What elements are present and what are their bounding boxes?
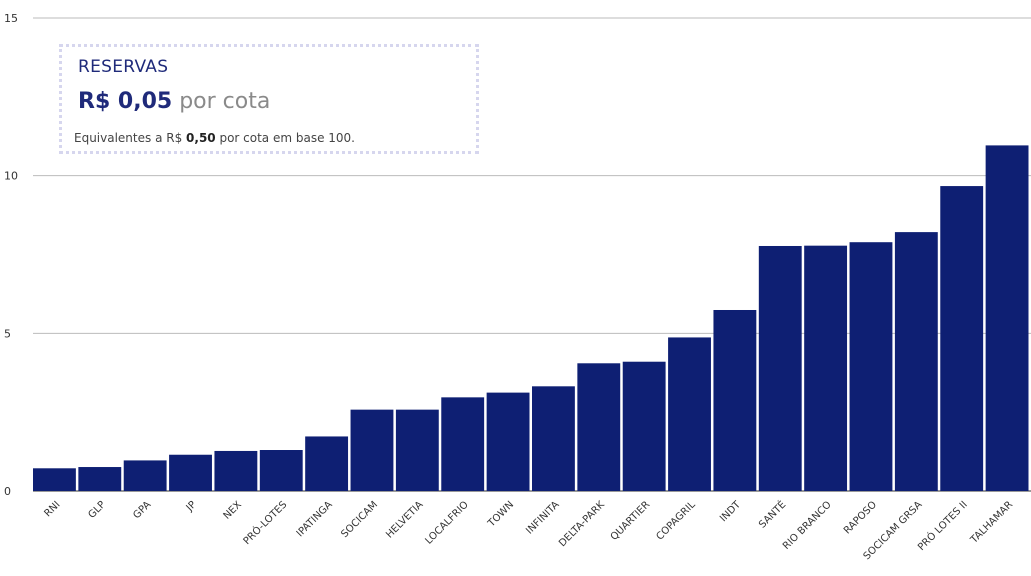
bar: [713, 309, 757, 491]
bar: [804, 245, 848, 491]
x-tick-label: HELVETIA: [384, 499, 425, 540]
card-note-suffix: por cota em base 100.: [215, 131, 355, 145]
x-tick-label: SANTÉ: [756, 498, 789, 531]
x-tick-label: NEX: [222, 499, 244, 521]
bar: [214, 450, 258, 491]
bar: [849, 242, 893, 491]
x-tick-label: RIO BRANCO: [781, 499, 834, 552]
reserves-card: RESERVAS R$ 0,05 por cota Equivalentes a…: [59, 44, 479, 154]
x-tick-label: GPA: [131, 499, 153, 521]
x-tick-label: INDT: [718, 499, 744, 525]
card-note-prefix: Equivalentes a R$: [74, 131, 187, 145]
x-tick-label: TOWN: [486, 499, 517, 530]
bar: [441, 397, 485, 491]
x-tick-label: GLP: [86, 499, 107, 520]
y-tick-labels: 0 5 10 15: [4, 12, 18, 498]
bar: [33, 468, 76, 491]
bar: [305, 436, 349, 491]
bar: [577, 363, 621, 491]
y-tick-label: 15: [4, 12, 18, 25]
x-tick-label: LOCALFRIO: [423, 499, 470, 546]
bar: [940, 186, 984, 491]
x-tick-label: COPAGRIL: [654, 499, 698, 543]
x-tick-label: JP: [184, 499, 199, 514]
card-title: RESERVAS: [78, 57, 169, 77]
x-tick-label: TALHAMAR: [968, 499, 1015, 546]
y-tick-label: 5: [4, 327, 11, 340]
card-unit: por cota: [179, 89, 271, 114]
bar: [259, 450, 303, 491]
card-note: Equivalentes a R$ 0,50 por cota em base …: [74, 131, 355, 145]
bar: [123, 460, 167, 491]
bar: [668, 337, 711, 491]
bars: [33, 145, 1029, 492]
card-amount: R$ 0,05: [78, 89, 173, 114]
card-value: R$ 0,05 por cota: [78, 89, 270, 114]
y-tick-label: 10: [4, 170, 18, 183]
x-tick-label: RAPOSO: [842, 499, 879, 536]
bar: [894, 232, 938, 491]
bar: [985, 145, 1029, 492]
bar: [395, 409, 439, 491]
bar: [169, 454, 212, 491]
x-tick-label: QUARTIER: [609, 499, 653, 543]
x-tick-label: PRÓ-LOTES: [240, 498, 289, 547]
y-tick-label: 0: [4, 485, 11, 498]
bar: [758, 245, 802, 491]
x-tick-label: RNI: [42, 499, 62, 519]
bar: [622, 361, 666, 491]
x-tick-label: SOCICAM: [339, 499, 380, 540]
x-tick-label: IPATINGA: [295, 499, 335, 539]
bar: [78, 467, 122, 491]
card-note-value: 0,50: [186, 131, 216, 145]
bar: [532, 386, 575, 491]
bar: [486, 392, 530, 491]
x-tick-label: INFINITA: [524, 499, 561, 536]
x-tick-label: DELTA-PARK: [557, 499, 607, 549]
bar: [350, 409, 394, 491]
